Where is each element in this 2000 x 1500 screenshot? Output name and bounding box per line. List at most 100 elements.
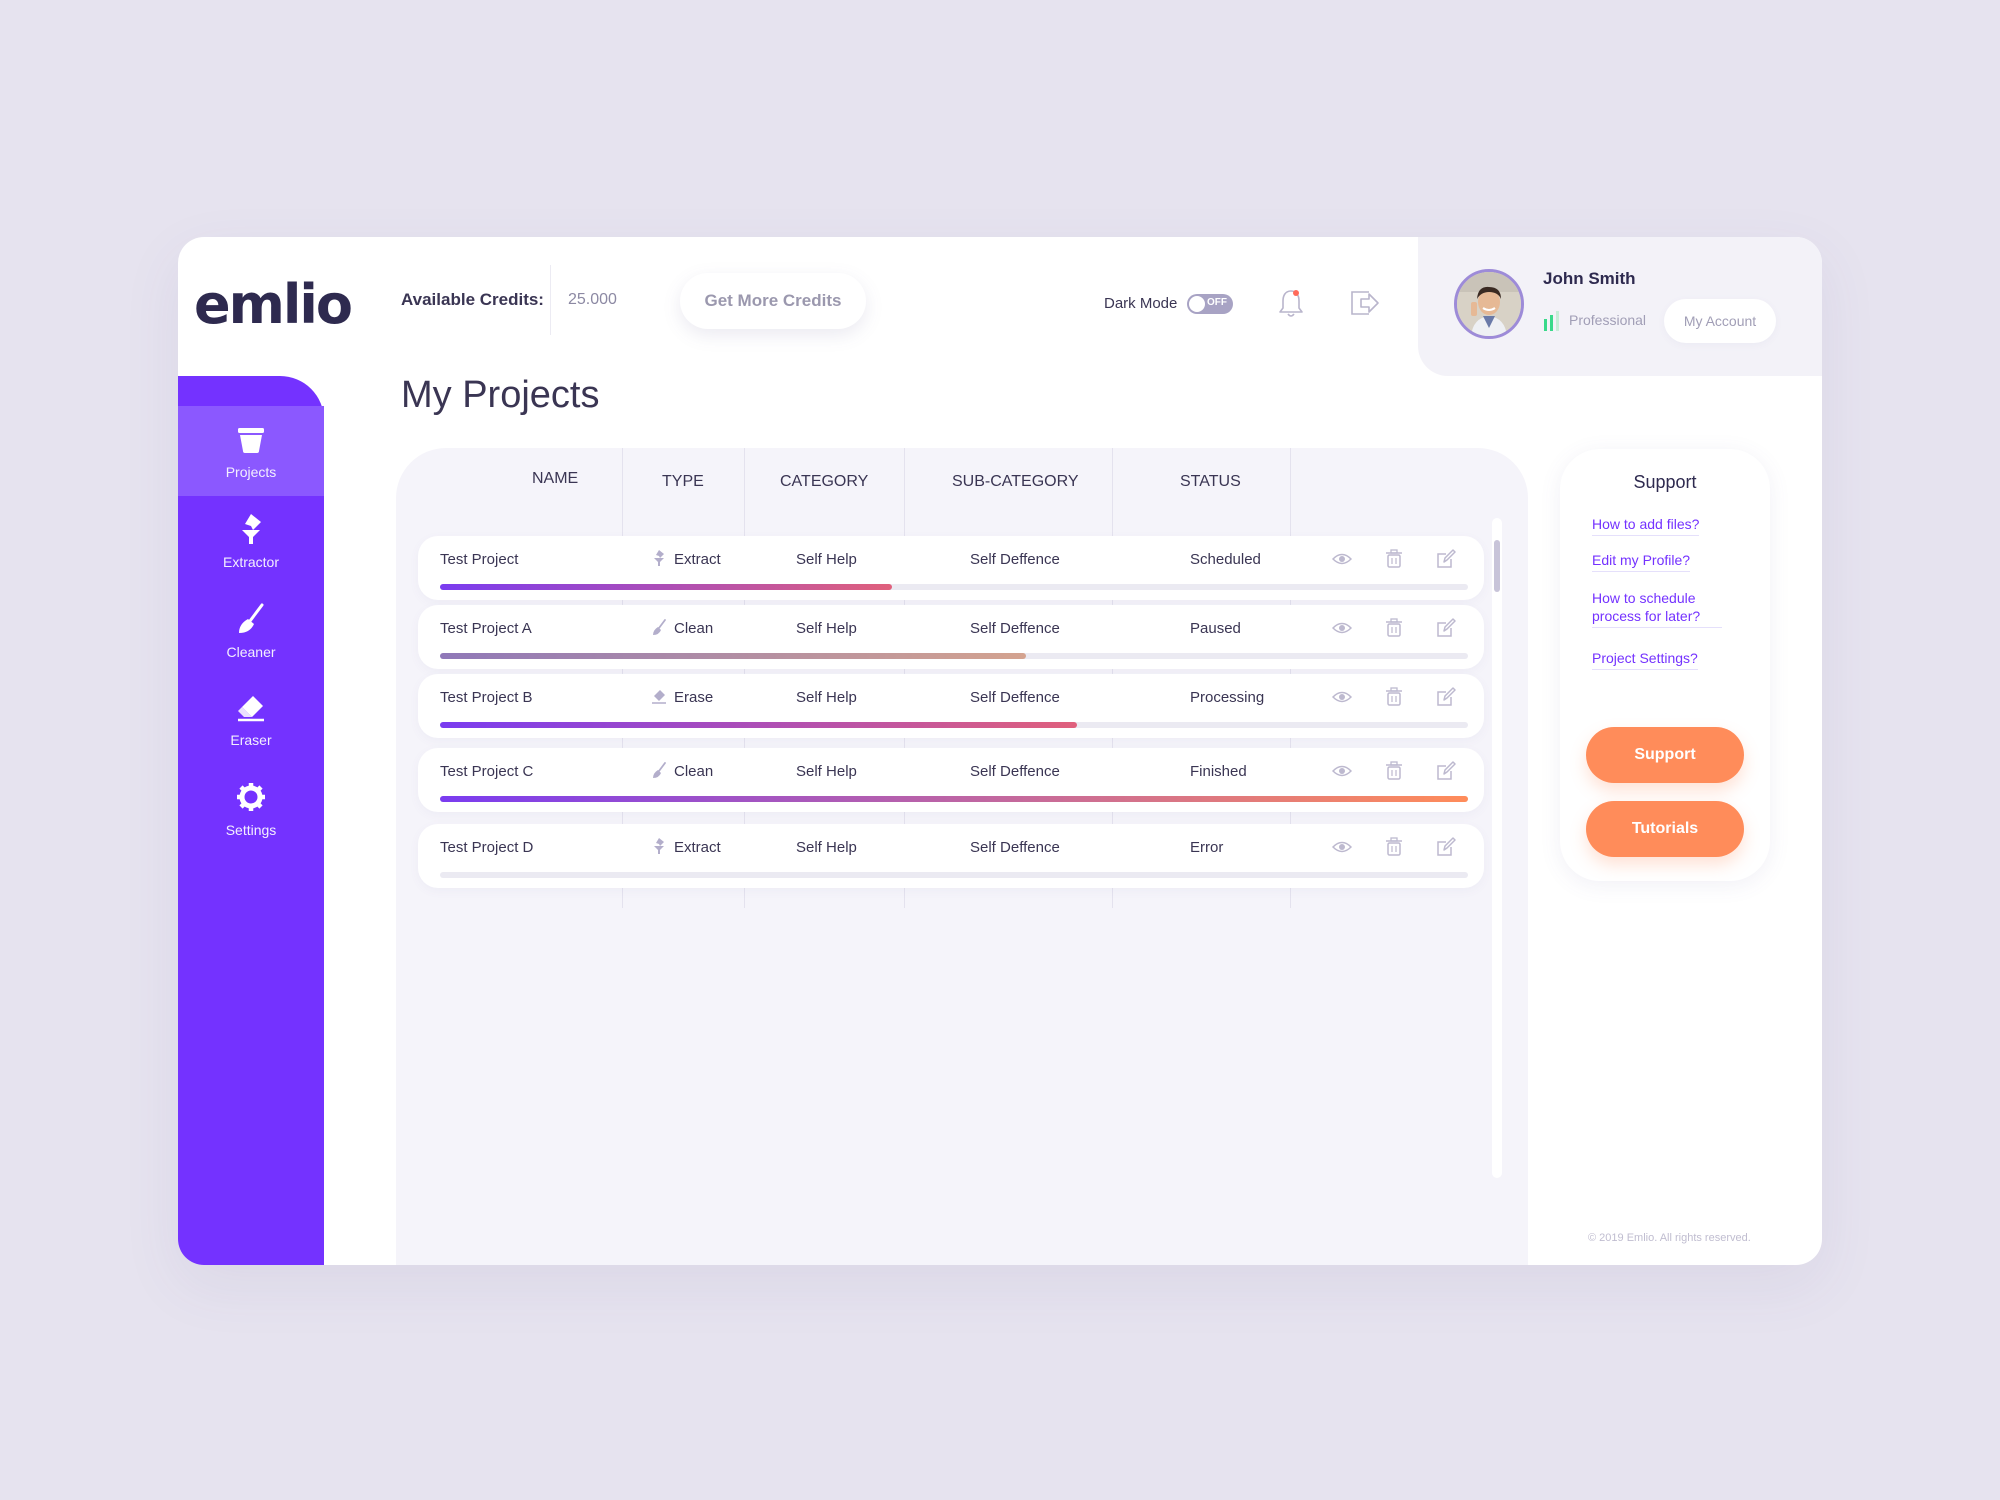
extractor-icon — [654, 838, 664, 854]
project-name: Test Project — [440, 551, 519, 568]
project-subcategory: Self Deffence — [970, 551, 1060, 568]
edit-icon[interactable] — [1436, 549, 1456, 569]
progress-fill — [440, 722, 1078, 728]
broom-icon — [653, 762, 666, 778]
help-link-edit-profile[interactable]: Edit my Profile? — [1592, 551, 1691, 572]
trash-icon[interactable] — [1384, 549, 1404, 569]
table-row[interactable]: Test Project D Extract Self Help Self Deffe… — [418, 824, 1484, 888]
project-category: Self Help — [796, 839, 857, 856]
trash-icon[interactable] — [1384, 761, 1404, 781]
progress-track — [440, 872, 1468, 878]
help-link-add-files[interactable]: How to add files? — [1592, 515, 1700, 536]
dark-mode-label: Dark Mode — [1104, 295, 1178, 312]
eraser-icon — [652, 690, 666, 704]
progress-fill — [440, 796, 1468, 802]
sidebar-item-label: Projects — [225, 464, 277, 480]
app-window: emlio Available Credits: 25.000 Get More… — [178, 237, 1822, 1265]
table-row[interactable]: Test Project A Clean Self Help Self Deffenc… — [418, 605, 1484, 669]
project-category: Self Help — [796, 620, 857, 637]
progress-fill — [440, 584, 893, 590]
sidebar-item-label: Eraser — [230, 732, 272, 748]
support-button[interactable]: Support — [1586, 727, 1744, 783]
progress-track — [440, 584, 1468, 590]
progress-track — [440, 653, 1468, 659]
project-type: Erase — [674, 689, 714, 706]
help-link-project-settings[interactable]: Project Settings? — [1592, 649, 1698, 670]
table-row[interactable]: Test Project C Clean Self Help Self Deffenc… — [418, 748, 1484, 812]
project-category: Self Help — [796, 689, 857, 706]
edit-icon[interactable] — [1436, 618, 1456, 638]
project-type: Extract — [674, 551, 721, 568]
eye-icon[interactable] — [1332, 687, 1352, 707]
eye-icon[interactable] — [1332, 618, 1352, 638]
projects-icon — [238, 428, 264, 453]
project-status: Error — [1190, 839, 1224, 856]
dark-mode-toggle[interactable]: OFF — [1187, 294, 1233, 314]
project-name: Test Project C — [440, 763, 534, 780]
logout-icon[interactable] — [1349, 288, 1381, 318]
sidebar-item-extractor[interactable]: Extractor — [178, 496, 324, 586]
scrollbar-track[interactable] — [1492, 518, 1502, 1178]
trash-icon[interactable] — [1384, 618, 1404, 638]
broom-icon — [653, 619, 666, 635]
scrollbar-thumb[interactable] — [1494, 540, 1500, 592]
progress-track — [440, 796, 1468, 802]
sidebar: Projects Extractor Cleaner Eraser — [178, 376, 324, 1265]
gear-icon — [237, 783, 265, 811]
header-name[interactable]: NAME — [532, 470, 579, 487]
credits-label: Available Credits: — [401, 290, 544, 309]
header-category[interactable]: CATEGORY — [780, 473, 869, 490]
header-divider — [550, 265, 551, 335]
credits-value: 25.000 — [568, 291, 617, 308]
project-type: Extract — [674, 839, 721, 856]
trash-icon[interactable] — [1384, 687, 1404, 707]
project-type: Clean — [674, 620, 714, 637]
header-type[interactable]: TYPE — [662, 473, 704, 490]
edit-icon[interactable] — [1436, 837, 1456, 857]
signal-bars-icon — [1544, 311, 1559, 331]
project-status: Scheduled — [1190, 551, 1261, 568]
sidebar-item-settings[interactable]: Settings — [178, 764, 324, 854]
sidebar-item-label: Extractor — [222, 554, 279, 570]
copyright: © 2019 Emlio. All rights reserved. — [1588, 1232, 1751, 1244]
project-status: Paused — [1190, 620, 1241, 637]
logo: emlio — [194, 273, 353, 336]
project-category: Self Help — [796, 551, 857, 568]
sidebar-item-cleaner[interactable]: Cleaner — [178, 586, 324, 676]
project-name: Test Project D — [440, 839, 534, 856]
sidebar-item-eraser[interactable]: Eraser — [178, 674, 324, 764]
avatar-photo-icon — [1457, 272, 1521, 336]
my-account-button[interactable]: My Account — [1664, 299, 1776, 343]
project-category: Self Help — [796, 763, 857, 780]
eraser-icon — [238, 696, 264, 722]
toggle-state: OFF — [1207, 297, 1227, 308]
page-title: My Projects — [401, 374, 600, 416]
user-name: John Smith — [1543, 269, 1636, 288]
table-row[interactable]: Test Project B Erase Self Help Self Deffenc… — [418, 674, 1484, 738]
help-link-schedule[interactable]: How to schedule process for later? — [1592, 589, 1722, 628]
project-type: Clean — [674, 763, 714, 780]
sidebar-item-projects[interactable]: Projects — [178, 406, 324, 496]
eye-icon[interactable] — [1332, 761, 1352, 781]
sidebar-item-label: Settings — [225, 822, 277, 838]
broom-icon — [239, 603, 264, 633]
project-subcategory: Self Deffence — [970, 620, 1060, 637]
eye-icon[interactable] — [1332, 837, 1352, 857]
header-status[interactable]: STATUS — [1180, 473, 1241, 490]
eye-icon[interactable] — [1332, 549, 1352, 569]
project-status: Finished — [1190, 763, 1247, 780]
bell-icon[interactable] — [1277, 287, 1305, 319]
avatar[interactable] — [1454, 269, 1524, 339]
get-more-credits-button[interactable]: Get More Credits — [680, 273, 866, 329]
user-panel: John Smith Professional My Account — [1418, 237, 1822, 376]
header-subcategory[interactable]: SUB-CATEGORY — [952, 473, 1079, 490]
project-status: Processing — [1190, 689, 1265, 706]
trash-icon[interactable] — [1384, 837, 1404, 857]
table-row[interactable]: Test Project Extract Self Help Self Deffenc… — [418, 536, 1484, 600]
edit-icon[interactable] — [1436, 761, 1456, 781]
tutorials-button[interactable]: Tutorials — [1586, 801, 1744, 857]
projects-table: NAME TYPE CATEGORY SUB-CATEGORY STATUS T… — [396, 448, 1528, 1265]
extractor-icon — [242, 514, 261, 544]
edit-icon[interactable] — [1436, 687, 1456, 707]
project-subcategory: Self Deffence — [970, 839, 1060, 856]
